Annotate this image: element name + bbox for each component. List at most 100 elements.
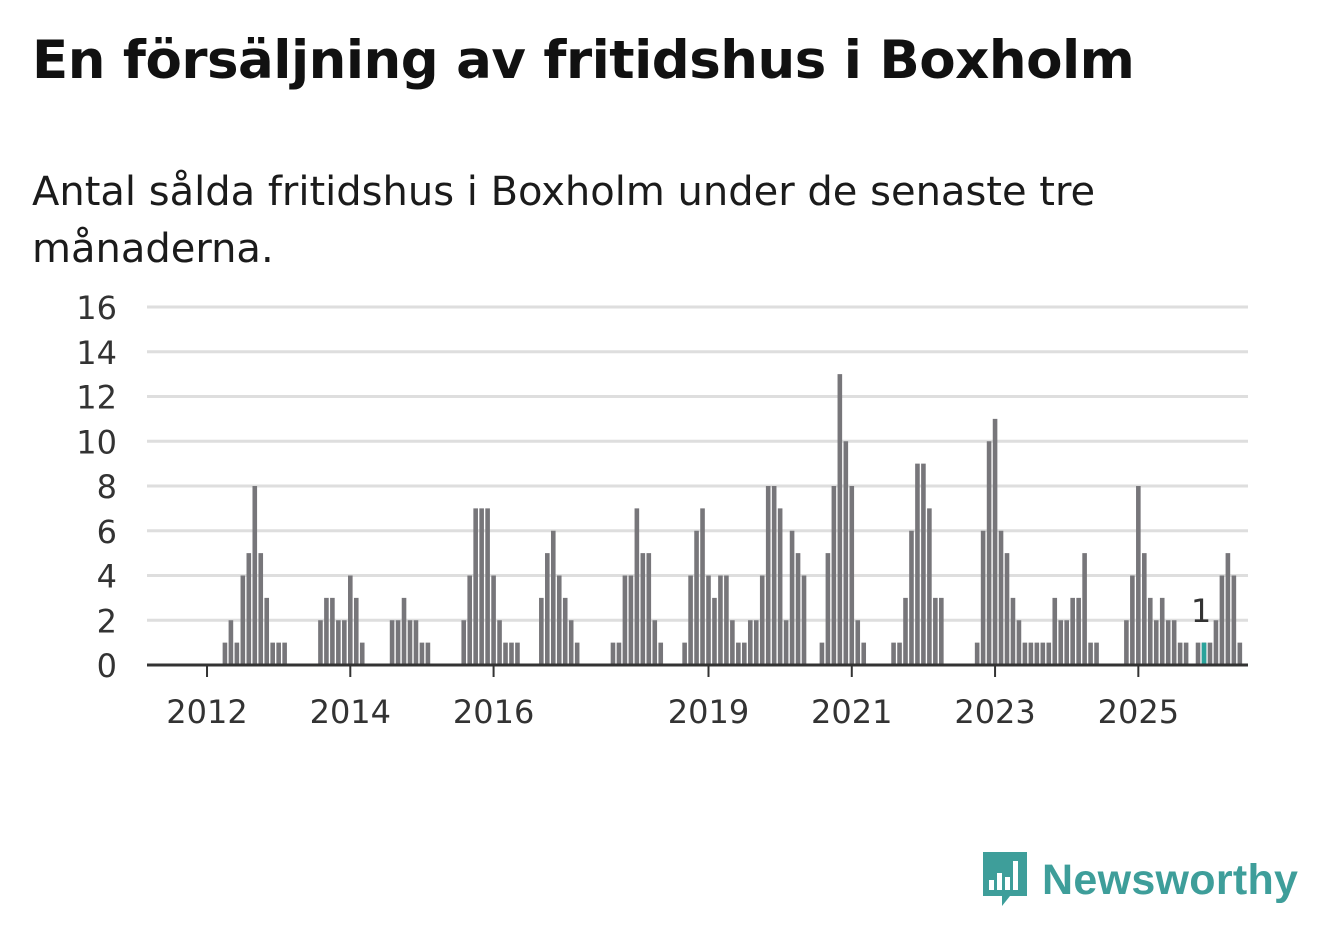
bar bbox=[330, 597, 335, 665]
bar bbox=[843, 441, 849, 665]
bar bbox=[497, 620, 502, 665]
bar bbox=[1130, 575, 1135, 665]
bar bbox=[777, 508, 783, 665]
bar bbox=[1076, 597, 1081, 665]
bar bbox=[616, 642, 622, 665]
bar bbox=[801, 575, 807, 665]
bar bbox=[545, 553, 550, 665]
bar bbox=[222, 642, 228, 665]
bar bbox=[389, 620, 395, 665]
bar bbox=[425, 642, 431, 665]
bar bbox=[747, 620, 753, 665]
x-tick-label: 2016 bbox=[453, 693, 534, 731]
bar bbox=[1231, 575, 1237, 665]
bar bbox=[694, 530, 699, 665]
y-tick-label: 6 bbox=[97, 513, 117, 551]
bar bbox=[682, 642, 687, 665]
annotation-label: 1 bbox=[1191, 592, 1211, 630]
newsworthy-logo[interactable]: Newsworthy bbox=[980, 848, 1298, 912]
bar bbox=[1046, 642, 1052, 665]
x-tick-label: 2025 bbox=[1098, 693, 1179, 731]
bar bbox=[634, 508, 640, 665]
bar bbox=[759, 575, 765, 665]
bar bbox=[1010, 597, 1016, 665]
bar bbox=[730, 620, 735, 665]
bar bbox=[700, 508, 705, 665]
bar bbox=[855, 620, 861, 665]
bar bbox=[765, 486, 771, 665]
bar bbox=[706, 575, 711, 665]
bar bbox=[1064, 620, 1069, 665]
bar bbox=[736, 642, 741, 665]
x-tick-label: 2019 bbox=[668, 693, 749, 731]
bar bbox=[974, 642, 980, 665]
bar bbox=[413, 620, 419, 665]
bar bbox=[897, 642, 902, 665]
bar bbox=[270, 642, 275, 665]
bar bbox=[831, 486, 837, 665]
bar bbox=[1153, 620, 1159, 665]
bar bbox=[795, 553, 801, 665]
bar bbox=[652, 620, 658, 665]
bar bbox=[688, 575, 693, 665]
bar bbox=[658, 642, 664, 665]
bar bbox=[622, 575, 628, 665]
bar bbox=[1028, 642, 1034, 665]
bar bbox=[1016, 620, 1022, 665]
bar bbox=[712, 597, 717, 665]
bar bbox=[1207, 642, 1213, 665]
bar bbox=[234, 642, 240, 665]
bar bbox=[1004, 553, 1010, 665]
bar bbox=[252, 486, 258, 665]
bar bbox=[348, 575, 353, 665]
bar bbox=[718, 575, 723, 665]
bar bbox=[933, 597, 938, 665]
bar bbox=[1225, 553, 1231, 665]
bar bbox=[980, 530, 986, 665]
bar bbox=[783, 620, 789, 665]
bar bbox=[539, 597, 544, 665]
bar bbox=[550, 530, 556, 665]
bar bbox=[992, 418, 998, 665]
bar bbox=[228, 620, 234, 665]
bar bbox=[1147, 597, 1153, 665]
bar bbox=[479, 508, 484, 665]
bar bbox=[1058, 620, 1064, 665]
bar bbox=[562, 597, 568, 665]
bar bbox=[825, 553, 831, 665]
bar bbox=[491, 575, 496, 665]
highlighted-bar bbox=[1201, 642, 1207, 665]
bar bbox=[1171, 620, 1177, 665]
bar bbox=[1070, 597, 1075, 665]
bar bbox=[318, 620, 323, 665]
bar bbox=[1022, 642, 1028, 665]
bar bbox=[324, 597, 329, 665]
x-tick-label: 2021 bbox=[811, 693, 892, 731]
bar bbox=[1034, 642, 1040, 665]
y-tick-label: 4 bbox=[97, 558, 117, 596]
bar bbox=[419, 642, 425, 665]
bar bbox=[407, 620, 413, 665]
bar bbox=[915, 463, 920, 665]
bar bbox=[849, 486, 855, 665]
bar bbox=[998, 530, 1004, 665]
bar bbox=[861, 642, 867, 665]
bar bbox=[753, 620, 759, 665]
bar bbox=[276, 642, 281, 665]
bar bbox=[509, 642, 514, 665]
bar bbox=[1088, 642, 1093, 665]
bar bbox=[1213, 620, 1219, 665]
bar bbox=[336, 620, 341, 665]
bar bbox=[359, 642, 365, 665]
bar bbox=[473, 508, 478, 665]
y-tick-label: 16 bbox=[76, 289, 117, 327]
bar bbox=[640, 553, 646, 665]
bar bbox=[1165, 620, 1171, 665]
brand-name: Newsworthy bbox=[1042, 855, 1299, 904]
bar bbox=[258, 553, 264, 665]
bar bbox=[240, 575, 246, 665]
bar bbox=[1082, 553, 1087, 665]
bar bbox=[461, 620, 467, 665]
bar bbox=[837, 374, 843, 665]
bar bbox=[1237, 642, 1243, 665]
